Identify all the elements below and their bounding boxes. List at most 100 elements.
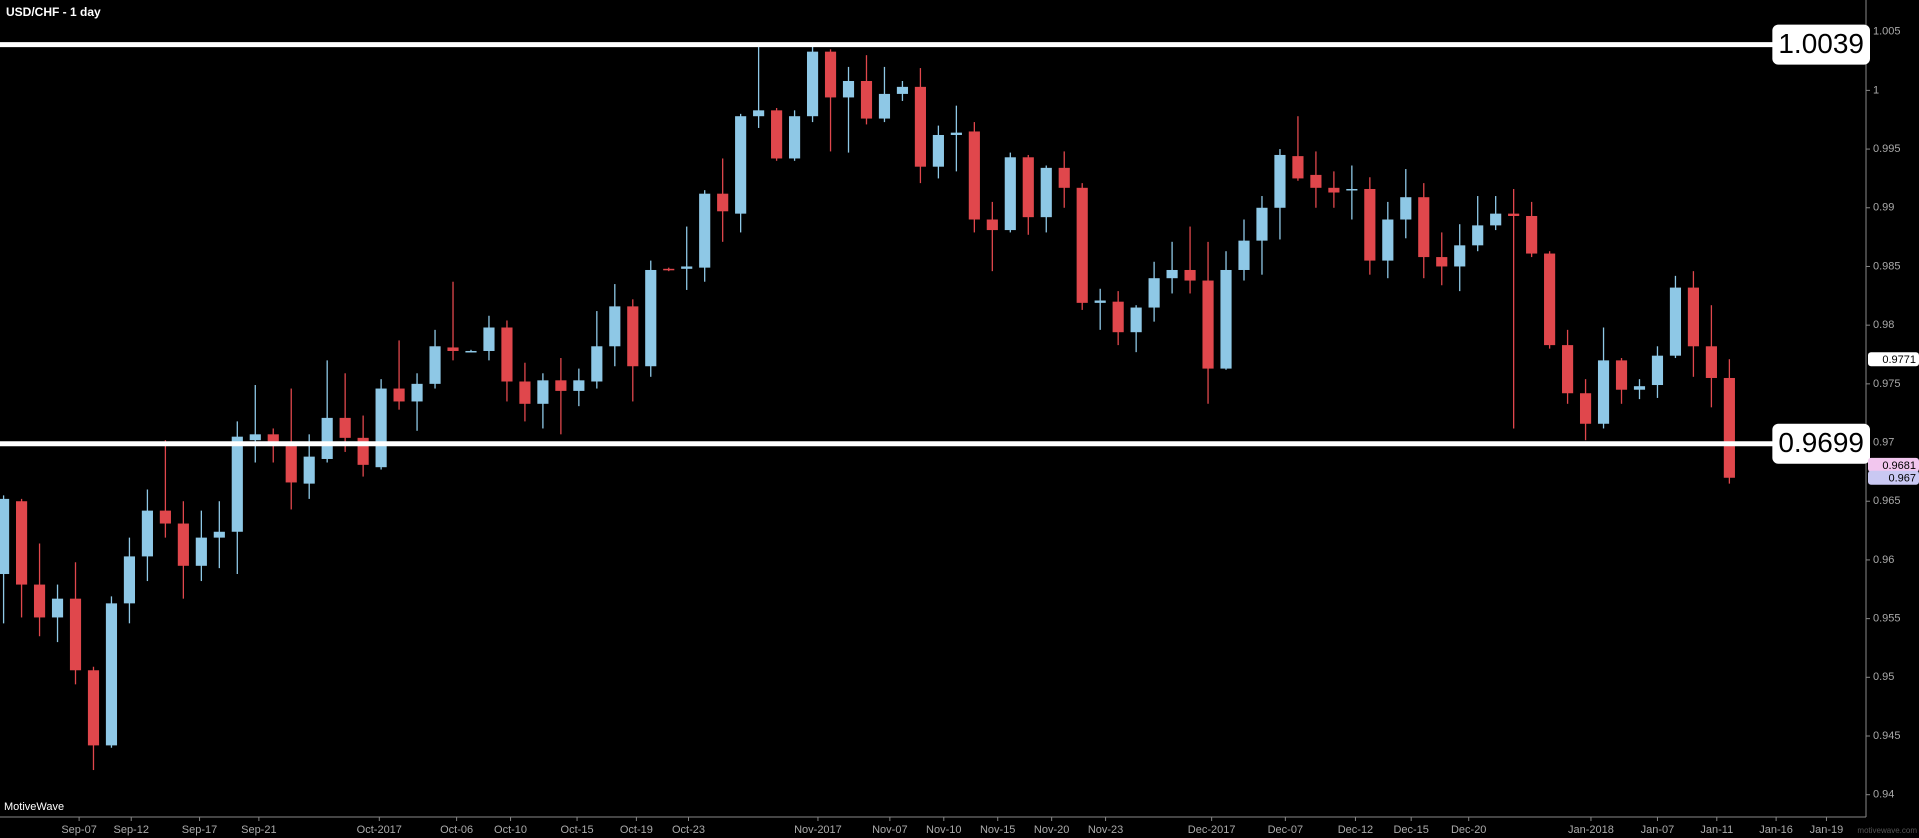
x-tick-label: Jan-19: [1810, 824, 1844, 836]
candle-body: [159, 510, 171, 524]
candle-body: [1436, 257, 1448, 267]
x-tick-label: Oct-23: [672, 824, 705, 836]
level-label-box: [1772, 24, 1870, 65]
candle-body: [447, 347, 459, 351]
x-tick-label: Sep-21: [241, 824, 276, 836]
candle-body: [986, 219, 998, 231]
x-tick-label: Dec-20: [1451, 824, 1486, 836]
price-marker-label: 0.9681: [1882, 460, 1916, 472]
price-marker-box: [1868, 457, 1919, 472]
x-tick-label: Dec-2017: [1188, 824, 1236, 836]
candle-body: [231, 436, 243, 532]
candle-body: [609, 306, 621, 347]
candle-body: [860, 80, 873, 119]
candle-body: [753, 110, 765, 117]
y-tick-label: 0.96: [1873, 554, 1894, 566]
candle-body: [1723, 377, 1735, 478]
candle-body: [1526, 215, 1538, 254]
candle-body: [465, 350, 477, 353]
candle-body: [123, 556, 136, 604]
y-tick-label: 0.99: [1873, 202, 1894, 214]
candle-body: [771, 110, 783, 159]
y-tick-label: 0.94: [1873, 789, 1894, 801]
candle-body: [735, 116, 747, 214]
candle-body: [51, 598, 64, 618]
candle-body: [33, 584, 46, 618]
candle-body: [1022, 157, 1034, 218]
candle-body: [501, 327, 513, 382]
candle-body: [1669, 287, 1682, 356]
candle-body: [950, 132, 962, 135]
candle-body: [1328, 187, 1340, 193]
y-tick-label: 0.945: [1873, 730, 1901, 742]
candle-body: [1472, 225, 1484, 246]
candle-body: [1112, 301, 1124, 333]
y-tick-label: 0.955: [1873, 613, 1901, 625]
candle-body: [519, 381, 531, 404]
candle-body: [1400, 197, 1412, 220]
candle-body: [1382, 219, 1394, 261]
x-tick-label: Oct-19: [620, 824, 653, 836]
candle-body: [177, 523, 189, 566]
x-tick-label: Jan-2018: [1568, 824, 1614, 836]
candle-body: [914, 86, 926, 167]
candle-body: [537, 380, 549, 404]
x-tick-label: Sep-12: [113, 824, 148, 836]
candle-body: [573, 380, 585, 391]
y-tick-label: 0.975: [1873, 378, 1901, 390]
candle-body: [1633, 386, 1646, 390]
candle-body: [1597, 360, 1610, 424]
y-tick-label: 0.97: [1873, 436, 1894, 448]
y-tick-label: 1: [1873, 84, 1879, 96]
candle-body: [1130, 307, 1142, 333]
candle-body: [878, 93, 891, 119]
candle-body: [1058, 167, 1070, 188]
candle-body: [87, 670, 100, 746]
candle-body: [1004, 157, 1016, 231]
y-tick-label: 0.995: [1873, 143, 1901, 155]
brand-label: MotiveWave: [4, 801, 64, 813]
x-tick-label: Nov-2017: [794, 824, 842, 836]
candle-body: [411, 383, 423, 402]
candle-body: [105, 603, 118, 746]
candle-body: [1687, 287, 1699, 347]
candle-body: [1346, 188, 1358, 191]
candle-body: [393, 388, 405, 402]
x-tick-label: Jan-11: [1700, 824, 1733, 836]
candle-body: [213, 531, 225, 538]
watermark: motivewave.com: [1857, 826, 1917, 835]
candle-body: [1220, 269, 1232, 369]
candle-body: [1544, 253, 1556, 346]
x-tick-label: Nov-15: [980, 824, 1015, 836]
candle-body: [1184, 269, 1196, 281]
candle-body: [1292, 156, 1304, 179]
candle-body: [285, 446, 297, 483]
candle-body: [339, 417, 351, 438]
candle-body: [1364, 188, 1376, 261]
candle-body: [1274, 154, 1286, 208]
level-label-box: [1772, 423, 1870, 464]
y-tick-label: 0.98: [1873, 319, 1894, 331]
candle-body: [429, 346, 441, 384]
candle-body: [591, 346, 603, 382]
candle-body: [1705, 346, 1717, 378]
x-tick-label: Nov-07: [872, 824, 907, 836]
candle-body: [806, 51, 819, 117]
y-tick-label: 0.985: [1873, 260, 1901, 272]
candle-body: [663, 268, 675, 271]
y-tick-label: 0.965: [1873, 495, 1901, 507]
candle-body: [1418, 197, 1430, 258]
x-tick-label: Dec-07: [1268, 824, 1303, 836]
candle-body: [483, 327, 495, 351]
candle-body: [1508, 213, 1520, 216]
candle-body: [842, 80, 855, 98]
candle-body: [1490, 213, 1502, 226]
candle-body: [1256, 207, 1268, 241]
x-tick-label: Jan-07: [1641, 824, 1675, 836]
candle-body: [0, 498, 10, 575]
candle-body: [1202, 280, 1214, 369]
candle-body: [1615, 360, 1628, 390]
price-marker-box: [1868, 470, 1919, 485]
x-tick-label: Oct-2017: [357, 824, 402, 836]
